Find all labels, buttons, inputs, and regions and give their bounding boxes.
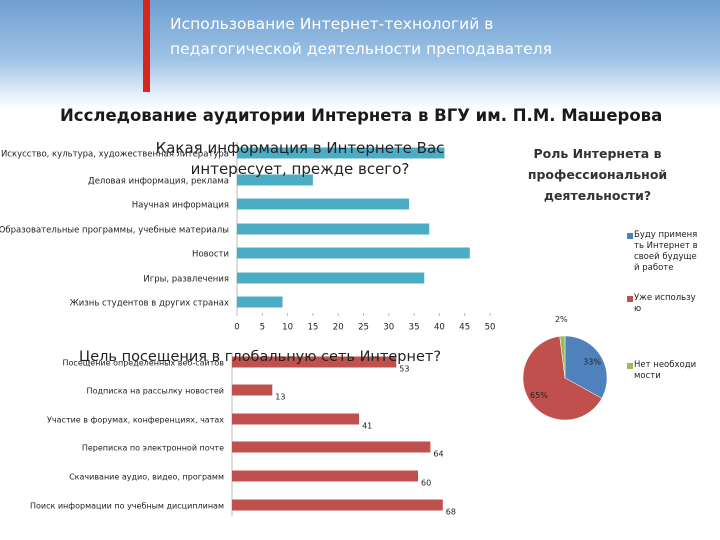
x-tick-label: 25 [358,323,369,333]
legend-label-box: Нет необходимости [634,360,697,381]
chart-title: Роль Интернета в профессиональной деятел… [527,146,668,203]
legend-label-box: Уже использую [634,293,696,314]
y-tick-label: Переписка по электронной почте [82,444,224,453]
legend-label-box: Буду применять Интернет в своей будущей … [634,230,698,273]
data-label: 33% [583,357,601,366]
bar [237,174,313,186]
bar [232,413,360,425]
data-label: 64 [433,450,443,459]
bar [237,247,470,259]
x-tick-label: 45 [459,323,470,333]
chart-title-box: Какая информация в Интернете Вас интерес… [155,139,445,178]
bar [232,499,443,511]
y-tick-label: Участие в форумах, конференциях, чатах [47,416,224,425]
x-tick-label: 15 [307,323,318,333]
y-tick-label: Искусство, культура, художественная лите… [1,150,229,160]
legend-swatch [627,363,633,369]
legend-label: Буду применять Интернет в своей будущей … [634,230,698,273]
bar [237,147,445,159]
data-label: 41 [362,422,372,431]
y-tick-label: Жизнь студентов в других странах [70,299,229,309]
y-tick-label: Поиск информации по учебным дисциплинам [30,502,224,511]
data-label: 60 [421,479,431,488]
y-tick-label: Подписка на рассылку новостей [87,387,224,396]
header-title: Использование Интернет-технологий в педа… [170,15,552,58]
bar [237,272,425,284]
x-tick-label: 20 [333,323,344,333]
x-tick-label: 35 [409,323,420,333]
x-tick-label: 50 [485,323,496,333]
bar [237,296,283,308]
data-label: 65% [530,391,548,400]
x-tick-label: 10 [282,323,293,333]
chart-title: Какая информация в Интернете Вас интерес… [155,139,445,178]
x-tick-label: 30 [383,323,394,333]
data-label: 13 [275,393,285,402]
y-tick-label: Игры, развлечения [143,275,229,285]
bar [232,470,418,482]
x-tick-label: 0 [234,323,239,333]
y-tick-label: Посещение определенных веб-сайтов [63,359,225,368]
data-label: 68 [446,508,456,517]
accent-bar [143,0,150,92]
y-tick-label: Научная информация [132,201,229,211]
y-tick-label: Деловая информация, реклама [88,177,229,187]
y-tick-label: Образовательные программы, учебные матер… [0,226,229,236]
pie-slice [559,335,566,379]
data-label: 2% [555,315,568,324]
chart-title: Цель посещения в глобальную сеть Интерне… [79,349,441,365]
header-subtitle: Исследование аудитории Интернета в ВГУ и… [60,106,663,125]
bar [232,441,431,453]
bar [237,223,430,235]
chart-title-box: Роль Интернета в профессиональной деятел… [527,146,668,203]
bar [232,384,273,396]
legend-swatch [627,296,633,302]
x-tick-label: 5 [260,323,265,333]
y-tick-label: Скачивание аудио, видео, программ [69,473,224,482]
legend-label: Уже использую [634,293,696,314]
data-label: 53 [399,365,409,374]
bar [232,356,397,368]
pie-slice [522,336,603,421]
legend-swatch [627,233,633,239]
bar [237,198,410,210]
x-tick-label: 40 [434,323,445,333]
legend-label: Нет необходимости [634,360,697,381]
pie-slice [564,335,608,399]
y-tick-label: Новости [192,250,229,260]
